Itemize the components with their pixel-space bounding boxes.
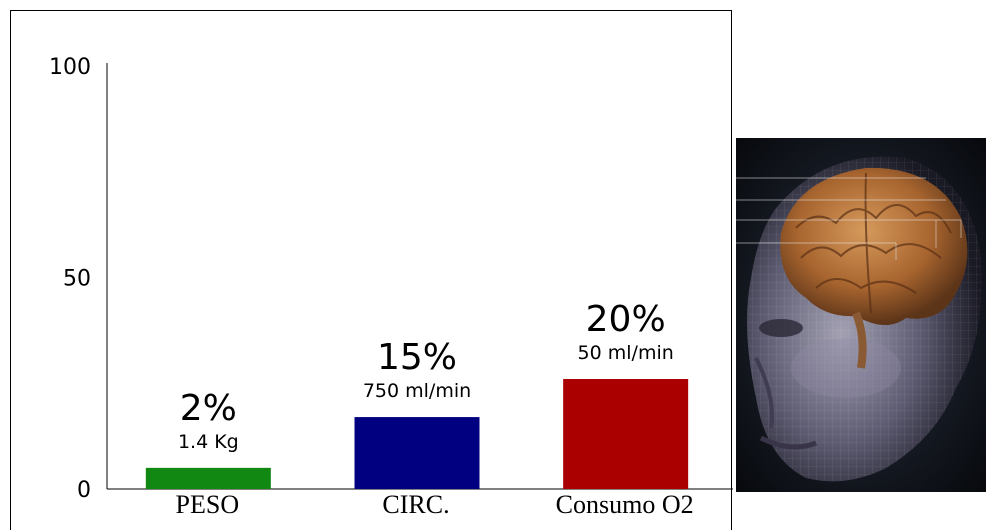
bar-sublabel: 1.4 Kg [178, 431, 239, 453]
bar-circ [354, 417, 480, 489]
bar-percent-label: 20% [586, 299, 666, 340]
bar-peso [145, 467, 271, 489]
x-category-label: Consumo O2 [555, 490, 694, 519]
y-tick-label: 50 [63, 267, 91, 292]
y-tick-label: 0 [77, 478, 91, 503]
bar-sublabel: 50 ml/min [578, 342, 674, 364]
chart-frame: 0 50 100 1.4 Kg 2% 750 ml/min 15% 50 ml/min 20% [10, 10, 733, 530]
bar-percent-label: 2% [180, 388, 237, 429]
bar-consumo-o2 [563, 379, 689, 489]
bar-sublabel: 750 ml/min [363, 380, 471, 402]
brain-illustration-image [736, 138, 986, 492]
bar-percent-label: 15% [377, 337, 457, 378]
y-tick-label: 100 [49, 55, 91, 80]
x-category-label: CIRC. [382, 490, 450, 519]
x-category-label: PESO [175, 490, 240, 519]
